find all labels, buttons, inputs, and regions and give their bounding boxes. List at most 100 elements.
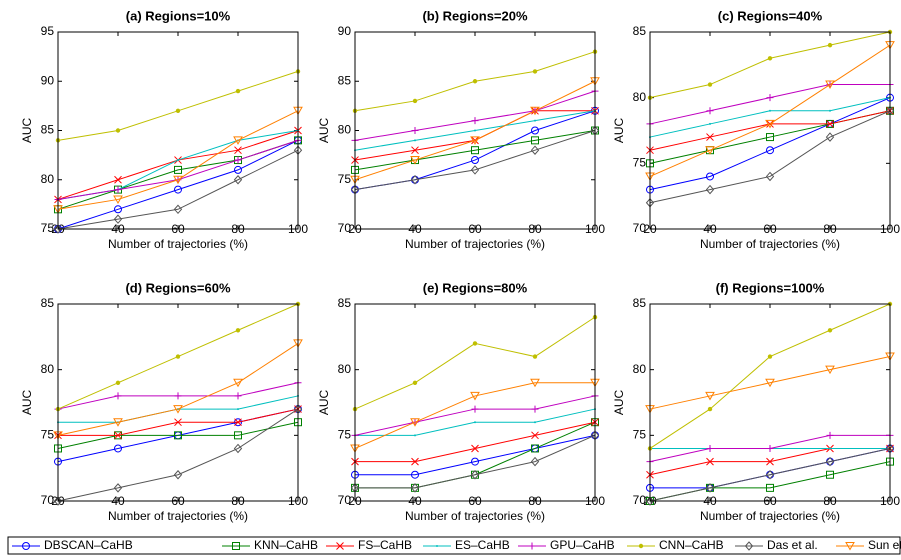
- marker: [829, 447, 831, 450]
- y-tick-label: 80: [338, 362, 352, 376]
- y-tick-label: 85: [338, 296, 352, 310]
- marker: [234, 165, 242, 174]
- subplot-title: (f) Regions=100%: [716, 280, 825, 295]
- y-tick-label: 75: [633, 428, 647, 442]
- subplot: (b) Regions=20% Number of trajectories (%…: [317, 8, 605, 251]
- series-line: [354, 382, 595, 449]
- y-tick-label: 70: [633, 493, 647, 507]
- marker: [174, 185, 182, 194]
- marker: [825, 456, 835, 467]
- y-tick-label: 80: [633, 362, 647, 376]
- y-tick-label: 80: [338, 123, 352, 137]
- marker: [766, 94, 774, 102]
- marker: [766, 483, 774, 492]
- marker: [826, 470, 834, 479]
- series-line: [57, 149, 299, 230]
- legend-label: Das et al.: [767, 538, 818, 552]
- marker: [825, 365, 835, 375]
- marker: [474, 129, 476, 132]
- marker: [234, 156, 242, 164]
- marker: [645, 496, 655, 506]
- series-line: [57, 139, 299, 230]
- marker: [531, 444, 539, 453]
- plot-frame: [354, 303, 596, 502]
- marker: [706, 133, 714, 141]
- marker: [411, 470, 419, 479]
- marker: [530, 145, 540, 155]
- y-tick-label: 85: [633, 24, 647, 38]
- marker: [233, 378, 243, 388]
- marker: [113, 418, 123, 427]
- x-axis-label: Number of trajectories (%): [700, 237, 840, 251]
- marker: [410, 418, 420, 427]
- marker: [233, 136, 243, 145]
- marker: [531, 136, 539, 145]
- marker: [769, 109, 771, 112]
- marker: [709, 122, 711, 125]
- y-axis-label: AUC: [612, 390, 626, 416]
- marker: [114, 205, 122, 214]
- y-tick-label: 85: [338, 73, 352, 87]
- y-tick-label: 75: [41, 221, 55, 235]
- marker: [825, 80, 835, 90]
- legend-label: ES–CaHB: [455, 538, 510, 552]
- marker: [114, 431, 122, 440]
- subplot: (c) Regions=40% Number of trajectories (%…: [612, 8, 900, 251]
- marker: [744, 541, 754, 551]
- marker: [177, 159, 179, 162]
- marker: [471, 405, 479, 413]
- subplot-title: (d) Regions=60%: [125, 280, 231, 295]
- subplot-title: (c) Regions=40%: [718, 8, 823, 23]
- marker: [174, 431, 182, 440]
- plot-frame: [649, 303, 891, 502]
- marker: [471, 444, 479, 453]
- marker: [412, 380, 418, 385]
- legend-label: KNN–CaHB: [254, 538, 318, 552]
- marker: [53, 496, 63, 506]
- marker: [412, 98, 418, 104]
- marker: [410, 156, 420, 165]
- x-axis-label: Number of trajectories (%): [700, 509, 840, 523]
- marker: [234, 146, 242, 155]
- y-tick-label: 85: [41, 123, 55, 137]
- legend-label: Sun et al.: [868, 538, 901, 552]
- marker: [470, 391, 480, 401]
- series-line: [649, 356, 891, 410]
- marker: [705, 391, 715, 401]
- plot-frame: [354, 31, 596, 230]
- y-tick-label: 90: [338, 24, 352, 38]
- marker: [115, 128, 121, 133]
- marker: [235, 328, 241, 333]
- marker: [174, 392, 182, 400]
- marker: [411, 146, 419, 155]
- x-axis-label: Number of trajectories (%): [405, 509, 545, 523]
- y-tick-label: 85: [633, 296, 647, 310]
- legend-box: [7, 536, 901, 555]
- y-tick-label: 95: [41, 24, 55, 38]
- marker: [175, 354, 181, 359]
- marker: [705, 483, 715, 493]
- marker: [234, 418, 242, 427]
- marker: [766, 146, 774, 155]
- plot-frame: [57, 303, 299, 502]
- series-line: [354, 80, 596, 181]
- marker: [474, 421, 476, 424]
- marker: [530, 378, 540, 388]
- y-axis-label: AUC: [612, 118, 626, 144]
- marker: [845, 542, 855, 551]
- series-line: [649, 97, 891, 191]
- subplot: (a) Regions=10% Number of trajectories (%…: [20, 8, 308, 251]
- marker: [534, 119, 536, 122]
- x-axis-label: Number of trajectories (%): [405, 237, 545, 251]
- marker: [530, 106, 540, 116]
- plot-frame: [57, 31, 299, 230]
- marker: [173, 405, 183, 414]
- marker: [825, 132, 835, 142]
- series-line: [649, 447, 891, 502]
- y-axis-label: AUC: [20, 390, 34, 416]
- marker: [765, 119, 775, 129]
- subplot: (f) Regions=100% Number of trajectories (…: [612, 280, 900, 523]
- x-axis-label: Number of trajectories (%): [108, 237, 248, 251]
